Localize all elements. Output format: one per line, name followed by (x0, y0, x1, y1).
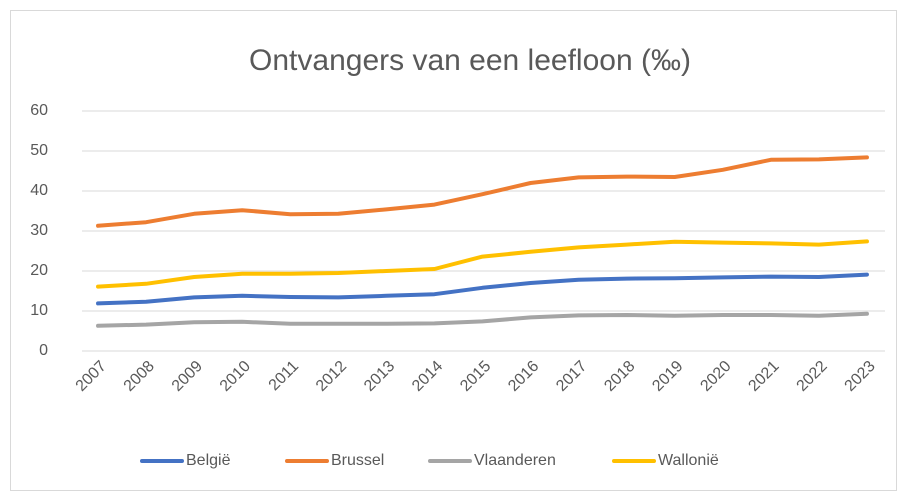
legend-label: Brussel (331, 452, 384, 469)
series-line (96, 272, 869, 306)
series-line (96, 155, 869, 228)
y-tick-label: 0 (39, 342, 48, 359)
legend-label: Wallonië (658, 452, 719, 469)
series-line (96, 311, 869, 328)
chart-border (10, 10, 897, 491)
y-tick-label: 30 (30, 222, 48, 239)
legend-label: Vlaanderen (474, 452, 556, 469)
series-line (96, 239, 869, 289)
y-tick-label: 40 (30, 182, 48, 199)
legend-label: België (186, 452, 231, 469)
y-tick-label: 20 (30, 262, 48, 279)
chart-title: Ontvangers van een leefloon (‰) (249, 44, 691, 77)
y-tick-label: 10 (30, 302, 48, 319)
y-tick-label: 50 (30, 142, 48, 159)
y-tick-label: 60 (30, 102, 48, 119)
